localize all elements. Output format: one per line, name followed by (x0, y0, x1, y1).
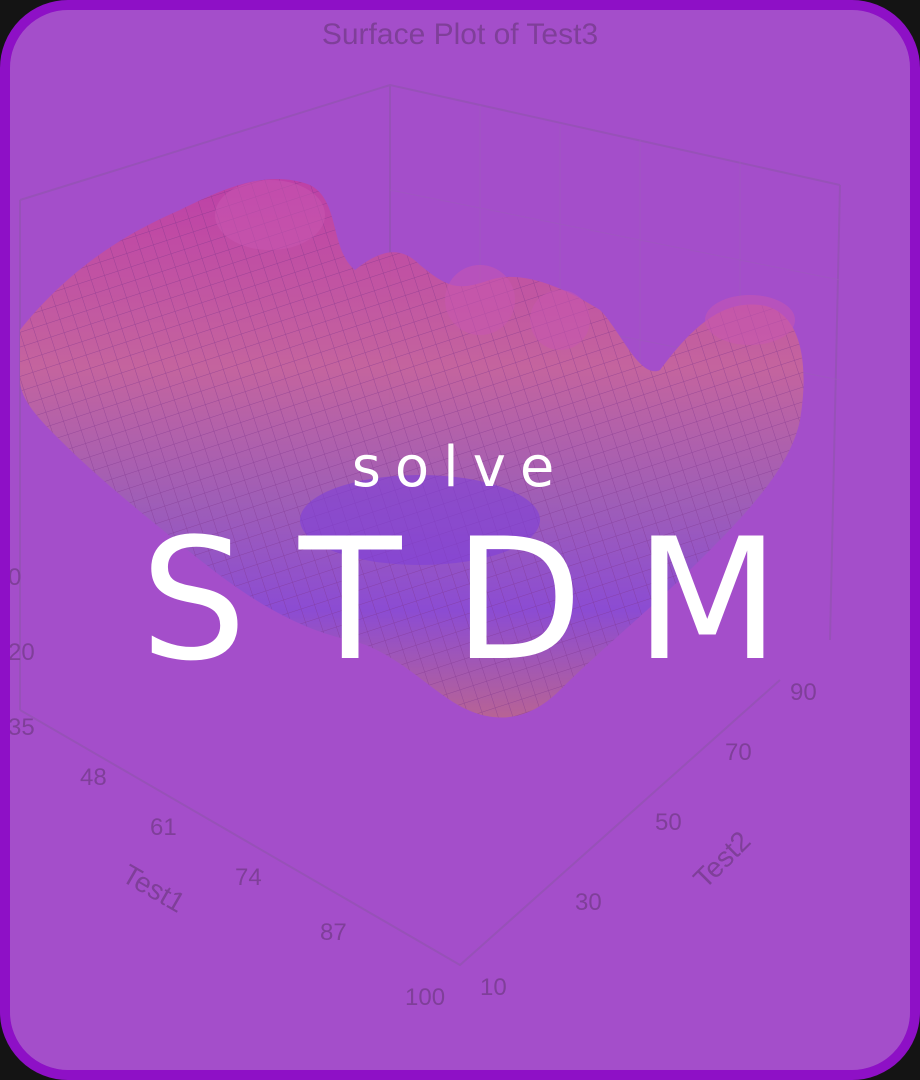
y-axis-ticks: 10 30 50 70 90 (480, 679, 817, 1001)
y-tick: 90 (790, 679, 817, 706)
y-tick: 30 (575, 889, 602, 916)
x-axis-ticks: 48 61 74 87 100 (80, 764, 445, 1011)
y-tick: 50 (655, 809, 682, 836)
y-tick: 70 (725, 739, 752, 766)
x-tick: 48 (80, 764, 107, 791)
x-tick: 74 (235, 864, 262, 891)
surface-peaks (215, 180, 795, 350)
z-axis-ticks: 0 20 35 (8, 564, 35, 741)
surface-valley (300, 475, 540, 565)
y-tick: 10 (480, 974, 507, 1001)
z-tick: 20 (8, 639, 35, 666)
plot-box (19, 83, 841, 967)
corner-tick: 35 (8, 714, 35, 741)
x-tick: 61 (150, 814, 177, 841)
plot-title: Surface Plot of Test3 (322, 18, 598, 51)
x-tick: 100 (405, 984, 445, 1011)
z-tick: 0 (8, 564, 21, 591)
headline-large: STDM (140, 502, 832, 698)
x-tick: 87 (320, 919, 347, 946)
headline-small: solve (351, 435, 569, 500)
